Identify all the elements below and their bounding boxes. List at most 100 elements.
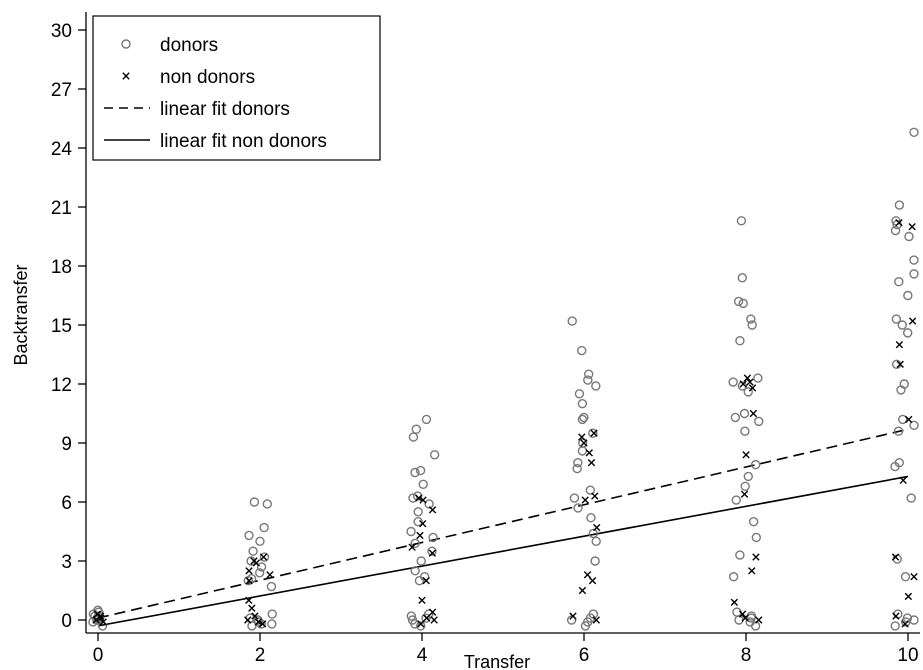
y-tick-label: 27 bbox=[51, 80, 72, 101]
data-point-donor bbox=[415, 465, 426, 476]
fit-line-non-donors bbox=[97, 475, 909, 627]
data-point-donor bbox=[740, 481, 750, 491]
data-point-donor bbox=[906, 493, 916, 503]
data-point-non-donor bbox=[408, 543, 416, 551]
data-point-donor bbox=[909, 127, 919, 137]
data-point-donor bbox=[577, 414, 588, 425]
y-tick-label: 0 bbox=[61, 611, 72, 632]
data-point-non-donor bbox=[905, 415, 913, 424]
data-point-non-donor bbox=[742, 451, 750, 459]
y-tick-label: 15 bbox=[51, 316, 72, 337]
data-point-non-donor bbox=[755, 616, 763, 624]
data-point-non-donor bbox=[428, 549, 437, 557]
data-point-non-donor bbox=[585, 449, 593, 457]
data-point-donor bbox=[406, 526, 416, 537]
legend-label: linear fit non donors bbox=[160, 131, 327, 152]
data-point-donor bbox=[731, 495, 741, 505]
data-point-donor bbox=[408, 493, 418, 503]
data-point-donor bbox=[900, 572, 911, 582]
data-point-donor bbox=[256, 562, 267, 572]
data-point-donor bbox=[890, 461, 900, 472]
data-point-non-donor bbox=[428, 608, 437, 616]
data-point-non-donor bbox=[904, 592, 913, 601]
data-point-donor bbox=[909, 615, 919, 625]
data-point-donor bbox=[736, 216, 747, 226]
legend-label: donors bbox=[160, 35, 218, 56]
data-point-donor bbox=[902, 328, 913, 338]
legend: donors non donors linear fit donors linear … bbox=[92, 15, 381, 161]
data-point-donor bbox=[909, 255, 919, 265]
data-point-donor bbox=[588, 528, 599, 539]
data-point-donor bbox=[572, 463, 582, 474]
y-tick-label: 3 bbox=[61, 552, 72, 573]
data-point-donor bbox=[414, 575, 425, 586]
data-point-donor bbox=[410, 566, 420, 576]
data-point-non-donor bbox=[569, 612, 577, 620]
data-point-donor bbox=[243, 575, 254, 586]
y-tick-label: 30 bbox=[51, 21, 72, 42]
x-tick-label: 6 bbox=[579, 645, 590, 666]
data-point-donor bbox=[574, 389, 585, 399]
data-point-donor bbox=[909, 420, 919, 430]
data-point-donor bbox=[903, 290, 913, 301]
data-point-donor bbox=[259, 552, 270, 562]
data-point-non-donor bbox=[910, 573, 918, 581]
data-point-donor bbox=[728, 572, 739, 582]
data-point-donor bbox=[267, 619, 277, 629]
data-point-non-donor bbox=[581, 496, 589, 504]
data-point-donor bbox=[267, 609, 277, 619]
data-point-donor bbox=[413, 507, 423, 517]
data-point-donor bbox=[266, 581, 277, 592]
data-point-non-donor bbox=[743, 374, 752, 382]
data-point-donor bbox=[588, 428, 598, 438]
data-point-donor bbox=[579, 412, 589, 423]
data-point-non-donor bbox=[415, 494, 423, 502]
data-point-donor bbox=[410, 538, 420, 548]
data-point-donor bbox=[578, 438, 588, 448]
data-point-non-donor bbox=[588, 576, 597, 585]
data-point-donor bbox=[411, 424, 422, 434]
data-point-donor bbox=[585, 485, 596, 495]
data-point-non-donor bbox=[899, 476, 907, 485]
data-point-donor bbox=[580, 621, 591, 631]
data-point-donor bbox=[583, 375, 593, 385]
data-point-donor bbox=[262, 499, 273, 509]
data-point-donor bbox=[733, 296, 744, 307]
data-point-donor bbox=[740, 426, 750, 436]
data-point-donor bbox=[750, 459, 761, 470]
data-point-non-donor bbox=[590, 429, 598, 437]
data-point-non-donor bbox=[254, 618, 263, 626]
data-point-donor bbox=[247, 621, 257, 631]
y-tick-label: 24 bbox=[51, 139, 73, 160]
data-point-non-donor bbox=[583, 571, 592, 579]
data-point-non-donor bbox=[587, 458, 596, 467]
data-point-donor bbox=[416, 556, 426, 566]
data-point-donor bbox=[569, 493, 580, 503]
data-point-donor bbox=[748, 516, 759, 527]
data-point-non-donor bbox=[244, 616, 252, 624]
data-point-non-donor bbox=[908, 317, 917, 325]
data-point-donor bbox=[573, 503, 583, 513]
data-point-donor bbox=[754, 416, 764, 427]
data-point-non-donor bbox=[416, 531, 424, 540]
data-point-non-donor bbox=[259, 553, 268, 561]
x-tick-label: 10 bbox=[897, 645, 918, 666]
data-point-non-donor bbox=[245, 567, 253, 575]
data-point-non-donor bbox=[896, 360, 904, 369]
data-point-donor bbox=[429, 450, 440, 460]
data-point-donor bbox=[410, 467, 420, 478]
data-point-donor bbox=[254, 568, 265, 578]
data-point-donor bbox=[728, 377, 738, 387]
legend-x-swatch bbox=[122, 72, 130, 80]
data-point-donor bbox=[567, 316, 577, 326]
data-point-non-donor bbox=[422, 614, 431, 622]
legend-circle-swatch bbox=[121, 39, 131, 49]
data-point-non-donor bbox=[258, 620, 267, 628]
data-point-donor bbox=[890, 621, 900, 631]
data-point-non-donor bbox=[901, 620, 909, 628]
data-point-donor bbox=[751, 532, 762, 543]
x-axis-title: Transfer bbox=[464, 652, 530, 670]
data-point-donor bbox=[738, 298, 748, 309]
data-point-non-donor bbox=[730, 598, 739, 606]
